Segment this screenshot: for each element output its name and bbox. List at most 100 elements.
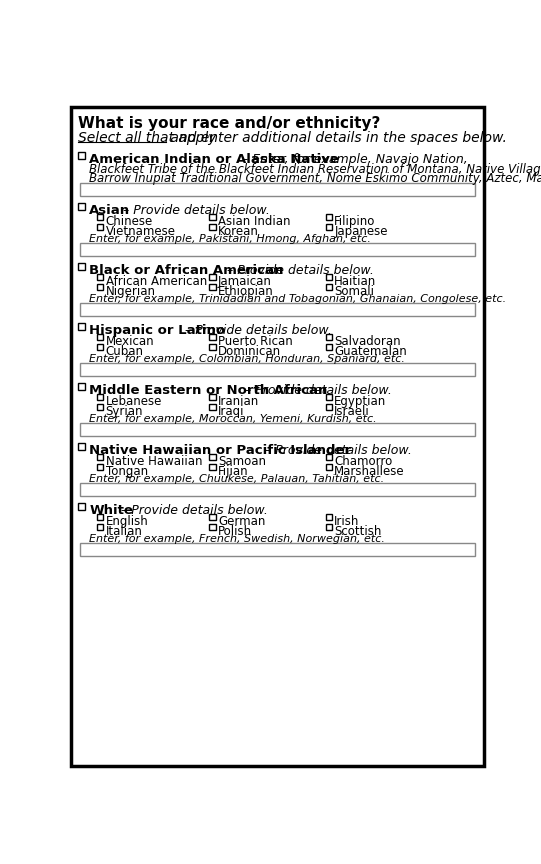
Bar [326, 524, 332, 530]
Text: Native Hawaiian or Pacific Islander: Native Hawaiian or Pacific Islander [89, 444, 352, 457]
FancyBboxPatch shape [80, 363, 476, 376]
Text: Native Hawaiian: Native Hawaiian [105, 454, 202, 467]
Text: Ethiopian: Ethiopian [218, 284, 274, 297]
Text: Enter, for example, Chuukese, Palauan, Tahitian, etc.: Enter, for example, Chuukese, Palauan, T… [89, 474, 385, 484]
Bar [209, 394, 216, 400]
Text: Somali: Somali [334, 284, 374, 297]
Text: – Provide details below.: – Provide details below. [261, 444, 412, 457]
Text: Hispanic or Latino: Hispanic or Latino [89, 324, 226, 337]
Bar [78, 203, 85, 210]
Text: Iranian: Iranian [218, 395, 259, 408]
FancyBboxPatch shape [80, 423, 476, 436]
Bar [209, 344, 216, 350]
Text: Lebanese: Lebanese [105, 395, 162, 408]
Text: Dominican: Dominican [218, 345, 281, 358]
Text: Enter, for example, Pakistani, Hmong, Afghan, etc.: Enter, for example, Pakistani, Hmong, Af… [89, 234, 371, 244]
Bar [97, 464, 103, 470]
Bar [97, 224, 103, 230]
Text: Jamaican: Jamaican [218, 275, 272, 288]
Bar [326, 213, 332, 220]
Bar [326, 334, 332, 340]
Text: What is your race and/or ethnicity?: What is your race and/or ethnicity? [78, 116, 381, 131]
Bar [326, 284, 332, 290]
Text: Syrian: Syrian [105, 404, 143, 418]
Text: Select all that apply: Select all that apply [78, 131, 217, 145]
Bar [97, 454, 103, 461]
Text: Black or African American: Black or African American [89, 264, 283, 276]
Text: – Provide details below.: – Provide details below. [119, 204, 269, 217]
Text: Barrow Inupiat Traditional Government, Nome Eskimo Community, Aztec, Maya, etc.: Barrow Inupiat Traditional Government, N… [89, 172, 541, 185]
Text: and enter additional details in the spaces below.: and enter additional details in the spac… [166, 131, 507, 145]
Bar [209, 284, 216, 290]
Text: Enter, for example, Moroccan, Yemeni, Kurdish, etc.: Enter, for example, Moroccan, Yemeni, Ku… [89, 414, 377, 424]
Bar [97, 404, 103, 410]
Bar [209, 334, 216, 340]
Text: Samoan: Samoan [218, 454, 266, 467]
Text: Asian Indian: Asian Indian [218, 214, 291, 227]
Bar [326, 454, 332, 461]
Text: Fijian: Fijian [218, 465, 249, 478]
Bar [326, 464, 332, 470]
Bar [209, 524, 216, 530]
Bar [97, 334, 103, 340]
FancyBboxPatch shape [80, 543, 476, 556]
Bar [97, 274, 103, 280]
Text: Iraqi: Iraqi [218, 404, 245, 418]
Text: Mexican: Mexican [105, 334, 154, 347]
Text: Egyptian: Egyptian [334, 395, 386, 408]
Text: Israeli: Israeli [334, 404, 370, 418]
Text: – Provide details below.: – Provide details below. [223, 264, 373, 276]
Text: Haitian: Haitian [334, 275, 377, 288]
Text: Enter, for example, Colombian, Honduran, Spaniard, etc.: Enter, for example, Colombian, Honduran,… [89, 354, 405, 364]
FancyBboxPatch shape [80, 183, 476, 196]
Text: Chamorro: Chamorro [334, 454, 392, 467]
Bar [209, 224, 216, 230]
FancyBboxPatch shape [71, 107, 484, 766]
Text: Italian: Italian [105, 524, 142, 538]
Text: African American: African American [105, 275, 207, 288]
Bar [326, 224, 332, 230]
Text: Asian: Asian [89, 204, 130, 217]
Text: Tongan: Tongan [105, 465, 148, 478]
Bar [209, 464, 216, 470]
Text: Vietnamese: Vietnamese [105, 225, 176, 238]
Text: – Enter, for example, Navajo Nation,: – Enter, for example, Navajo Nation, [238, 153, 468, 166]
Text: Marshallese: Marshallese [334, 465, 405, 478]
FancyBboxPatch shape [80, 303, 476, 316]
Bar [97, 514, 103, 520]
Bar [78, 263, 85, 270]
Text: Middle Eastern or North African: Middle Eastern or North African [89, 384, 328, 397]
Text: American Indian or Alaska Native: American Indian or Alaska Native [89, 153, 339, 166]
Text: Enter, for example, Trinidadian and Tobagonian, Ghanaian, Congolese, etc.: Enter, for example, Trinidadian and Toba… [89, 294, 506, 304]
Bar [326, 344, 332, 350]
Bar [97, 394, 103, 400]
Text: Japanese: Japanese [334, 225, 388, 238]
Bar [209, 404, 216, 410]
Bar [78, 323, 85, 330]
Text: Filipino: Filipino [334, 214, 375, 227]
Text: English: English [105, 515, 148, 528]
Text: Korean: Korean [218, 225, 259, 238]
Text: Salvadoran: Salvadoran [334, 334, 401, 347]
Text: Blackfeet Tribe of the Blackfeet Indian Reservation of Montana, Native Village o: Blackfeet Tribe of the Blackfeet Indian … [89, 163, 541, 176]
Bar [209, 274, 216, 280]
Text: – Provide details below.: – Provide details below. [181, 324, 332, 337]
Text: White: White [89, 504, 133, 517]
FancyBboxPatch shape [80, 243, 476, 256]
Bar [97, 284, 103, 290]
Bar [78, 443, 85, 450]
Text: – Provide details below.: – Provide details below. [241, 384, 392, 397]
Bar [78, 504, 85, 511]
Text: Scottish: Scottish [334, 524, 381, 538]
Text: Puerto Rican: Puerto Rican [218, 334, 293, 347]
Bar [326, 394, 332, 400]
Bar [97, 213, 103, 220]
Bar [97, 524, 103, 530]
FancyBboxPatch shape [80, 483, 476, 497]
Text: Polish: Polish [218, 524, 252, 538]
Bar [78, 152, 85, 159]
Text: German: German [218, 515, 265, 528]
Bar [209, 454, 216, 461]
Text: Nigerian: Nigerian [105, 284, 156, 297]
Text: Chinese: Chinese [105, 214, 153, 227]
